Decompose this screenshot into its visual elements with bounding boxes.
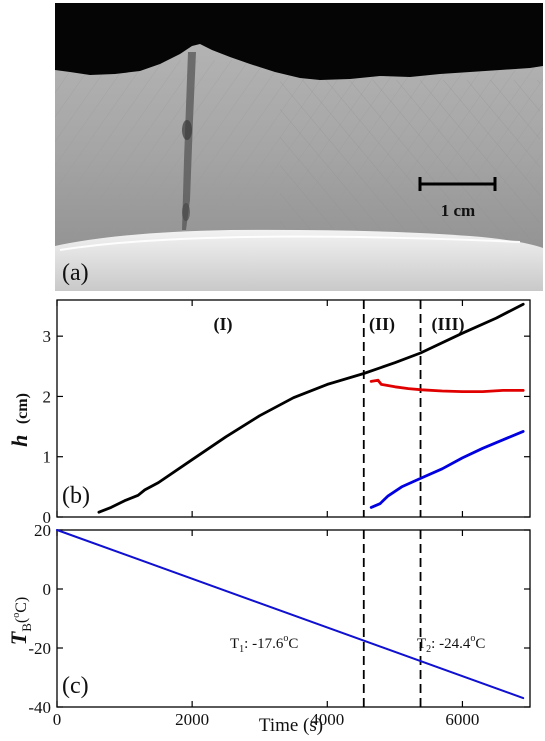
bright-bottom-layer — [55, 229, 543, 291]
panel-c-plot: -40 -20 0 20 0 2000 4000 6000 — [28, 521, 531, 729]
y-tick-label: 3 — [43, 327, 52, 346]
series-line-1 — [369, 378, 525, 393]
svg-text:h (cm): h (cm) — [7, 393, 32, 447]
y-tick-label: 2 — [43, 387, 52, 406]
x-tick-label: 4000 — [310, 710, 344, 729]
series-line-0 — [97, 302, 525, 514]
y-tick-label: 1 — [43, 448, 52, 467]
y-tick-label: 20 — [34, 521, 51, 540]
annotation-t1: T1: -17.6oC — [230, 633, 298, 655]
series-line-2 — [369, 430, 525, 509]
y-tick-label: 0 — [43, 580, 52, 599]
plot-frame — [56, 299, 531, 518]
panel-a-label: (a) — [62, 260, 89, 286]
y-tick-label: 0 — [43, 508, 52, 527]
x-tick-label: 2000 — [175, 710, 209, 729]
region-label: (III) — [431, 314, 464, 335]
x-tick-label: 6000 — [445, 710, 479, 729]
y-tick-label: -20 — [28, 639, 51, 658]
panel-c-label: (c) — [62, 673, 89, 699]
svg-text:TB(oC): TB(oC) — [6, 597, 34, 645]
scale-bar-label: 1 cm — [441, 201, 475, 220]
y-axis-label-b: h (cm) — [7, 393, 32, 447]
dark-upper-region — [55, 3, 543, 80]
series-line-0 — [56, 529, 525, 700]
ice-photograph: 1 cm (a) — [55, 3, 543, 291]
region-label: (II) — [369, 314, 395, 335]
panel-b-plot: 0 1 2 3 (I) (II) (III) — [43, 299, 531, 527]
region-label: (I) — [214, 314, 233, 335]
x-tick-label: 0 — [53, 710, 62, 729]
plot-frame — [56, 529, 531, 708]
panel-b-label: (b) — [62, 483, 90, 509]
y-tick-label: -40 — [28, 698, 51, 717]
y-axis-label-c: TB(oC) — [6, 597, 34, 645]
x-axis-label: Time (s) — [259, 715, 323, 736]
scale-bar — [418, 177, 497, 191]
annotation-t2: T2: -24.4oC — [417, 633, 485, 655]
